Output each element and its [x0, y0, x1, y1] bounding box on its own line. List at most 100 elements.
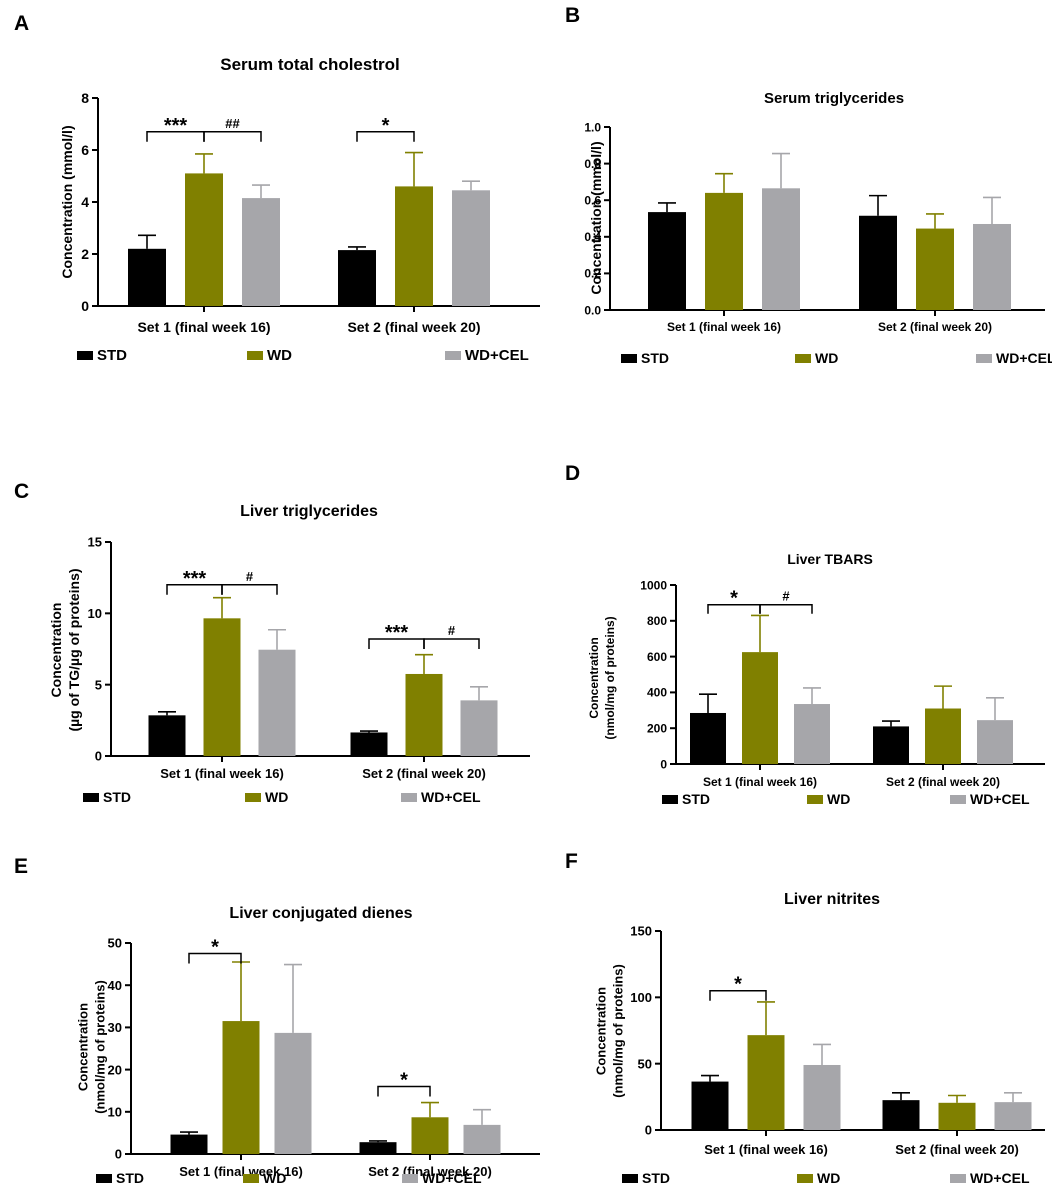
- significance-label-c-3: #: [448, 623, 456, 638]
- y-tick-label-e-0: 0: [115, 1147, 122, 1162]
- bar-d-wd-cel-1: [977, 720, 1013, 764]
- significance-bracket-d-1: [759, 603, 813, 614]
- chart-title-f: Liver nitrites: [784, 891, 880, 908]
- y-tick-label-a-3: 6: [81, 142, 89, 158]
- significance-label-a-1: ##: [225, 116, 240, 131]
- legend-swatch-e-0: [96, 1174, 112, 1183]
- legend-swatch-c-0: [83, 793, 99, 802]
- bar-b-wd-1: [916, 228, 954, 310]
- y-axis-label-line-f-0: Concentration: [594, 987, 609, 1075]
- bar-d-wd-1: [925, 708, 961, 764]
- x-tick-label-f-1: Set 2 (final week 20): [895, 1142, 1019, 1157]
- significance-bracket-f-0: [709, 989, 767, 1001]
- legend-swatch-f-2: [950, 1174, 966, 1183]
- legend-label-f-2: WD+CEL: [970, 1170, 1030, 1186]
- significance-bracket-c-3: [423, 638, 480, 650]
- chart-title-c: Liver triglycerides: [240, 503, 378, 520]
- bar-a-wd-cel-1: [452, 190, 490, 306]
- significance-label-c-2: ***: [385, 622, 409, 644]
- x-tick-label-a-1: Set 2 (final week 20): [347, 319, 480, 335]
- panel-letter-b: B: [565, 4, 580, 27]
- legend-swatch-c-2: [401, 793, 417, 802]
- y-tick-label-d-0: 0: [660, 757, 667, 771]
- bar-e-std-0: [170, 1134, 208, 1154]
- y-tick-label-a-2: 4: [81, 194, 89, 210]
- y-axis-label-line-d-0: Concentration: [587, 637, 601, 718]
- legend-label-d-0: STD: [682, 791, 710, 807]
- bar-e-wd-1: [411, 1117, 449, 1154]
- panel-a: A Serum total cholestrol 0 2 4 6 8 Set 1 (final…: [14, 12, 540, 364]
- significance-bracket-a-2: [356, 131, 415, 142]
- y-tick-label-d-1: 200: [647, 722, 667, 736]
- y-axis-label-line-a-0: Concentration (mmol/l): [59, 125, 75, 278]
- y-axis-label-line-f-1: (nmol/mg of proteins): [611, 964, 626, 1098]
- y-axis-label-f: Concentration (nmol/mg of proteins): [594, 964, 626, 1098]
- y-tick-label-d-2: 400: [647, 686, 667, 700]
- legend-label-f-1: WD: [817, 1170, 840, 1186]
- legend-label-d-2: WD+CEL: [970, 791, 1030, 807]
- panel-letter-d: D: [565, 462, 580, 485]
- significance-label-e-1: *: [400, 1069, 408, 1091]
- y-axis-label-a: Concentration (mmol/l): [59, 125, 75, 278]
- y-tick-label-e-3: 30: [108, 1020, 122, 1035]
- chart-title-e: Liver conjugated dienes: [229, 905, 412, 922]
- y-tick-label-e-1: 10: [108, 1104, 122, 1119]
- legend-swatch-d-1: [807, 795, 823, 804]
- legend-swatch-a-0: [77, 351, 93, 360]
- bar-c-wd-cel-0: [258, 649, 296, 756]
- legend-label-e-2: WD+CEL: [422, 1170, 482, 1186]
- significance-label-f-0: *: [734, 974, 742, 996]
- x-tick-label-d-0: Set 1 (final week 16): [703, 775, 817, 789]
- legend-label-c-2: WD+CEL: [421, 789, 481, 805]
- significance-bracket-e-0: [188, 952, 242, 964]
- bar-a-wd-1: [395, 186, 433, 306]
- bar-a-wd-cel-0: [242, 198, 280, 306]
- significance-label-d-0: *: [730, 588, 738, 610]
- legend-label-b-1: WD: [815, 350, 838, 366]
- significance-label-c-1: #: [246, 569, 254, 584]
- bar-d-wd-cel-0: [794, 704, 830, 764]
- panel-letter-e: E: [14, 855, 28, 878]
- y-tick-label-c-3: 15: [88, 535, 102, 550]
- x-tick-label-d-1: Set 2 (final week 20): [886, 775, 1000, 789]
- x-tick-label-c-1: Set 2 (final week 20): [362, 766, 486, 781]
- significance-label-d-1: #: [782, 589, 790, 604]
- panel-c: C Liver triglycerides 0 5 10 15 Set 1 (final w…: [14, 480, 530, 805]
- bar-c-wd-1: [405, 673, 443, 756]
- legend-label-e-0: STD: [116, 1170, 144, 1186]
- y-tick-label-c-1: 5: [95, 677, 102, 692]
- bar-d-std-1: [873, 726, 909, 764]
- bar-a-wd-0: [185, 173, 223, 306]
- bar-d-wd-0: [742, 652, 778, 764]
- y-tick-label-b-5: 1.0: [584, 120, 601, 134]
- legend-swatch-b-1: [795, 354, 811, 363]
- y-tick-label-b-1: 0.2: [584, 267, 601, 281]
- y-axis-label-line-b-0: Concentration (mmol/l): [588, 141, 604, 294]
- significance-label-a-0: ***: [164, 115, 188, 137]
- legend-swatch-a-1: [247, 351, 263, 360]
- legend-label-c-1: WD: [265, 789, 288, 805]
- bar-e-std-1: [359, 1142, 397, 1154]
- y-tick-label-a-0: 0: [81, 298, 89, 314]
- bar-f-wd-0: [747, 1035, 785, 1130]
- bar-f-wd-cel-0: [803, 1064, 841, 1130]
- legend-label-f-0: STD: [642, 1170, 670, 1186]
- bar-b-std-0: [648, 212, 686, 310]
- x-tick-label-a-0: Set 1 (final week 16): [137, 319, 270, 335]
- significance-label-e-0: *: [211, 937, 219, 959]
- bar-b-wd-0: [705, 192, 743, 310]
- y-axis-label-c: Concentration (µg of TG/µg of proteins): [48, 568, 82, 731]
- legend-label-a-2: WD+CEL: [465, 347, 529, 364]
- x-tick-label-e-1: Set 2 (final week 20): [368, 1164, 492, 1179]
- legend-swatch-d-2: [950, 795, 966, 804]
- panel-letter-f: F: [565, 850, 578, 873]
- bar-c-wd-0: [203, 618, 241, 756]
- bar-f-wd-cel-1: [994, 1102, 1032, 1130]
- panel-d: D Liver TBARS 0 200 400 600 800 1000 Set 1 (fina…: [565, 462, 1045, 807]
- y-tick-label-d-3: 600: [647, 650, 667, 664]
- y-axis-label-line-c-1: (µg of TG/µg of proteins): [66, 568, 82, 731]
- significance-label-a-2: *: [382, 115, 390, 137]
- legend-label-e-1: WD: [263, 1170, 286, 1186]
- y-tick-label-e-5: 50: [108, 936, 122, 951]
